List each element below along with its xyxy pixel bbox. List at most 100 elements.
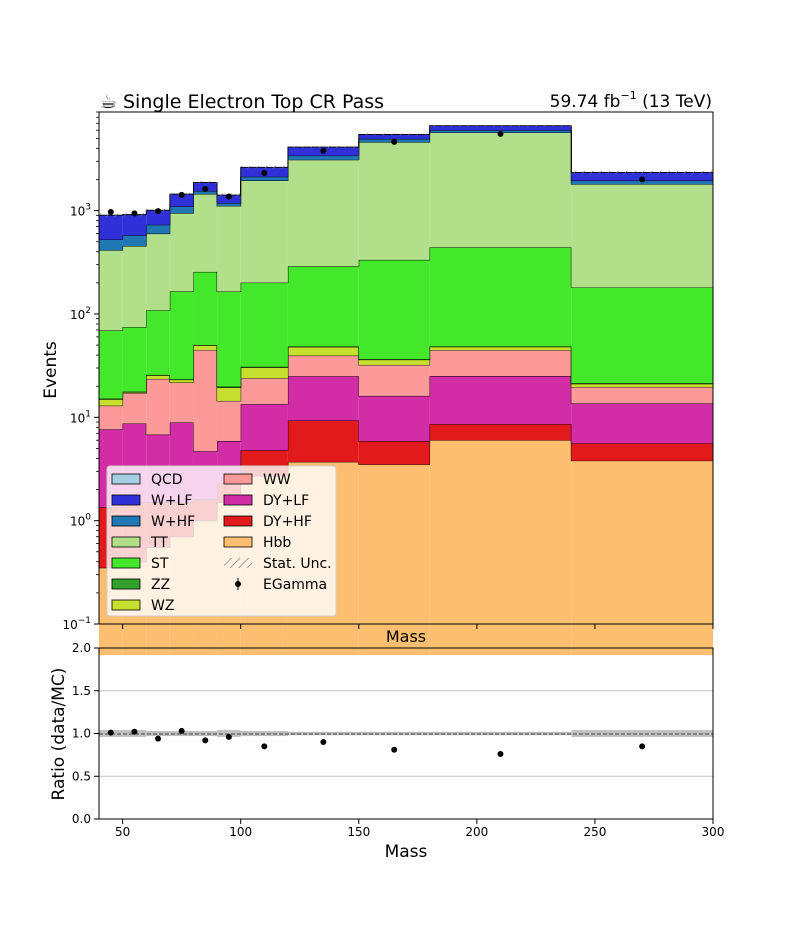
- y-tick-label: 10−1: [62, 616, 91, 632]
- bar-segment: [217, 206, 241, 292]
- legend-swatch: [224, 495, 252, 505]
- bar-segment: [123, 235, 147, 246]
- bar-segment: [241, 181, 288, 283]
- bar-segment: [430, 133, 572, 248]
- bar-segment: [193, 345, 217, 350]
- bar-segment: [288, 160, 359, 266]
- bar-segment: [571, 184, 713, 287]
- ratio-point: [226, 734, 232, 740]
- bar-segment: [99, 399, 123, 405]
- bar-segment: [193, 272, 217, 345]
- data-point: [261, 170, 267, 176]
- bar-segment: [99, 240, 123, 251]
- main-y-axis-label: Events: [41, 341, 61, 399]
- bar-segment: [288, 266, 359, 346]
- data-point: [155, 208, 161, 214]
- bar-segment: [170, 207, 194, 214]
- ratio-y-tick-label: 1.0: [72, 727, 91, 741]
- ratio-point: [639, 743, 645, 749]
- legend-swatch: [224, 537, 252, 547]
- unc-hatch: [241, 166, 288, 169]
- ratio-y-axis-label: Ratio (data/MC): [49, 668, 69, 801]
- unc-hatch: [359, 134, 430, 136]
- legend-label: EGamma: [263, 577, 327, 593]
- bar-segment: [241, 367, 288, 378]
- bar-segment: [430, 440, 572, 655]
- legend-label: W+HF: [151, 514, 195, 530]
- bar-segment: [571, 404, 713, 444]
- data-point: [320, 148, 326, 154]
- legend-box: [107, 466, 336, 616]
- y-tick-label: 100: [70, 513, 91, 529]
- data-point: [179, 192, 185, 198]
- bar-segment: [99, 250, 123, 330]
- data-point: [202, 186, 208, 192]
- y-tick-label: 103: [70, 203, 91, 219]
- bar-segment: [241, 283, 288, 367]
- bar-segment: [288, 347, 359, 356]
- bar-segment: [146, 379, 170, 435]
- bar-segment: [430, 247, 572, 346]
- bar-segment: [99, 406, 123, 430]
- chart-title: Single Electron Top CR Pass: [123, 91, 384, 113]
- data-point: [391, 139, 397, 145]
- legend-marker: [235, 581, 241, 587]
- ratio-x-tick-label: 300: [702, 825, 725, 839]
- bar-segment: [571, 387, 713, 403]
- bar-segment: [288, 421, 359, 462]
- ratio-point: [179, 728, 185, 734]
- bar-segment: [170, 383, 194, 423]
- legend-swatch: [112, 579, 140, 589]
- bar-segment: [217, 401, 241, 441]
- data-point: [131, 210, 137, 216]
- bar-segment: [123, 393, 147, 423]
- bar-segment: [288, 376, 359, 420]
- bar-segment: [170, 213, 194, 291]
- unc-hatch: [430, 125, 572, 127]
- bar-segment: [571, 287, 713, 383]
- bar-segment: [99, 215, 123, 239]
- bar-segment: [123, 327, 147, 392]
- ratio-point: [391, 747, 397, 753]
- bar-segment: [146, 310, 170, 375]
- bar-segment: [288, 356, 359, 377]
- data-point: [226, 193, 232, 199]
- legend-label: TT: [150, 535, 168, 551]
- bar-segment: [217, 388, 241, 401]
- ratio-x-tick-label: 250: [583, 825, 606, 839]
- bar-segment: [288, 156, 359, 160]
- bar-segment: [430, 424, 572, 440]
- legend-label: WZ: [151, 598, 174, 614]
- logo-icon: ☕: [100, 91, 117, 113]
- legend-label: W+LF: [151, 493, 192, 509]
- bar-segment: [359, 365, 430, 396]
- ratio-y-tick-label: 2.0: [72, 641, 91, 655]
- legend-swatch: [112, 474, 140, 484]
- bar-segment: [146, 375, 170, 379]
- ratio-point: [497, 751, 503, 757]
- y-tick-label: 102: [70, 306, 91, 322]
- bar-segment: [217, 292, 241, 387]
- ratio-x-tick-label: 150: [347, 825, 370, 839]
- bar-segment: [99, 331, 123, 399]
- bar-segment: [359, 260, 430, 359]
- legend-label: Hbb: [263, 535, 291, 551]
- ratio-x-tick-label: 100: [229, 825, 252, 839]
- bar-segment: [193, 350, 217, 451]
- ratio-x-tick-label: 50: [115, 825, 130, 839]
- ratio-y-tick-label: 0.5: [72, 769, 91, 783]
- legend-label: QCD: [151, 472, 183, 488]
- legend-swatch: [112, 600, 140, 610]
- bar-segment: [571, 384, 713, 387]
- legend-swatch: [112, 516, 140, 526]
- ratio-y-axis: 0.00.51.01.52.0: [72, 641, 99, 826]
- legend-swatch: [112, 537, 140, 547]
- legend-swatch: [224, 474, 252, 484]
- legend-swatch-hatch: [224, 558, 252, 568]
- bar-segment: [359, 396, 430, 441]
- ratio-point: [202, 737, 208, 743]
- bar-segment: [430, 376, 572, 424]
